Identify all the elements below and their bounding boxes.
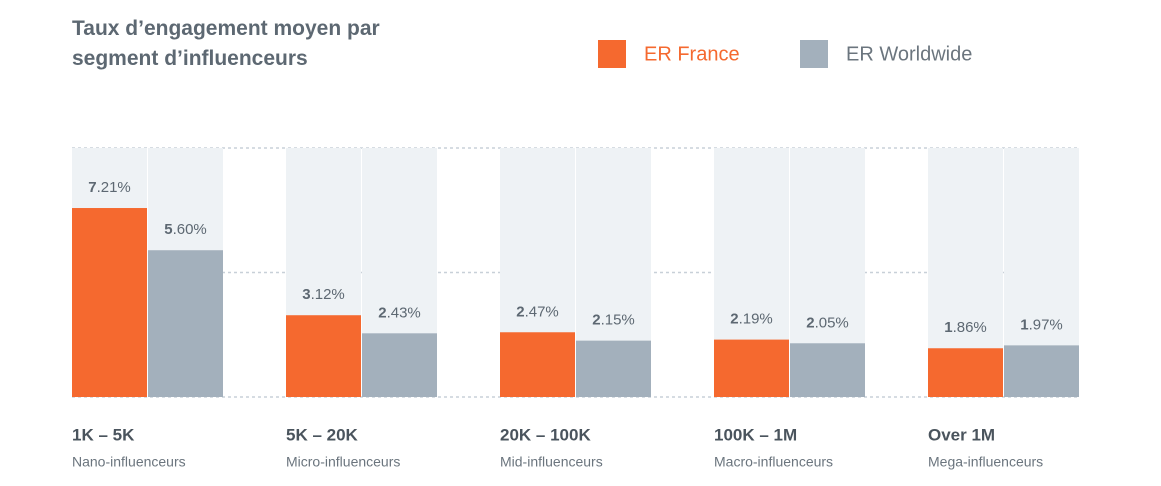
x-tick-sublabel: Mega-influenceurs <box>928 454 1043 470</box>
value-label: 2.19% <box>730 311 773 328</box>
value-label-integer: 5 <box>164 221 172 238</box>
value-label-rest: .47% <box>525 303 559 320</box>
value-label: 5.60% <box>164 221 207 238</box>
bar <box>362 333 437 397</box>
value-label: 2.43% <box>378 304 421 321</box>
x-tick-sublabel: Nano-influenceurs <box>72 454 186 470</box>
value-label-rest: .60% <box>173 221 207 238</box>
legend-swatch <box>800 40 828 68</box>
value-label-rest: .19% <box>739 311 773 328</box>
value-label: 7.21% <box>88 179 131 196</box>
bar <box>790 343 865 397</box>
value-label-integer: 1 <box>944 319 952 336</box>
bar <box>714 339 789 397</box>
value-label-rest: .05% <box>815 314 849 331</box>
x-tick-label: Over 1M <box>928 425 995 444</box>
legend-swatch <box>598 40 626 68</box>
value-label: 2.47% <box>516 303 559 320</box>
value-label-integer: 2 <box>378 304 386 321</box>
value-label-integer: 2 <box>806 314 814 331</box>
value-label-rest: .21% <box>97 179 131 196</box>
value-label: 3.12% <box>302 286 345 303</box>
value-label: 1.86% <box>944 319 987 336</box>
value-label-rest: .43% <box>387 304 421 321</box>
x-tick-sublabel: Mid-influenceurs <box>500 454 603 470</box>
value-label-integer: 2 <box>516 303 524 320</box>
legend-label: ER Worldwide <box>846 43 972 65</box>
bar <box>148 250 223 397</box>
bar <box>576 340 651 397</box>
value-label-rest: .12% <box>311 286 345 303</box>
x-tick-sublabel: Macro-influenceurs <box>714 454 833 470</box>
value-label: 2.05% <box>806 314 849 331</box>
bar <box>1004 345 1079 397</box>
x-tick-label: 5K – 20K <box>286 425 359 444</box>
value-label-integer: 2 <box>592 312 600 329</box>
x-tick-label: 100K – 1M <box>714 425 797 444</box>
value-label: 2.15% <box>592 312 635 329</box>
value-label-integer: 1 <box>1020 316 1028 333</box>
chart-title: Taux d’engagement moyen par segment d’in… <box>72 17 380 70</box>
value-label: 1.97% <box>1020 316 1063 333</box>
value-label-integer: 3 <box>302 286 310 303</box>
value-label-rest: .15% <box>601 312 635 329</box>
value-label-rest: .86% <box>953 319 987 336</box>
value-label-integer: 2 <box>730 311 738 328</box>
bar <box>72 208 147 397</box>
x-tick-sublabel: Micro-influenceurs <box>286 454 400 470</box>
bar <box>928 348 1003 397</box>
value-label-rest: .97% <box>1029 316 1063 333</box>
legend-label: ER France <box>644 43 740 65</box>
value-label-integer: 7 <box>88 179 96 196</box>
bar <box>500 332 575 397</box>
x-tick-label: 20K – 100K <box>500 425 591 444</box>
bar <box>286 315 361 397</box>
x-tick-label: 1K – 5K <box>72 425 135 444</box>
